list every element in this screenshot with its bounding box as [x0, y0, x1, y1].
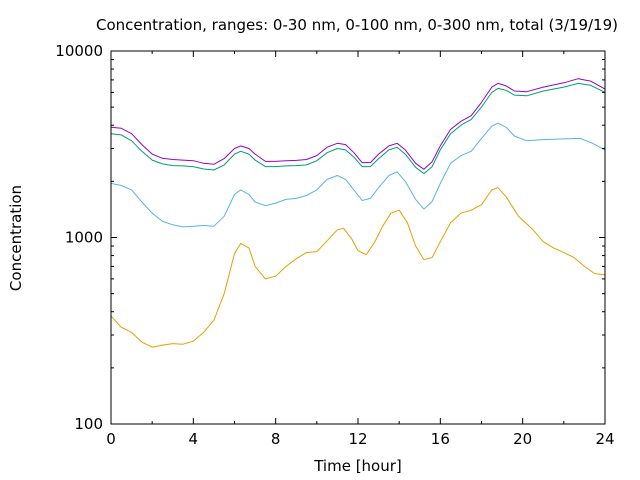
y-tick-label: 10000	[55, 42, 103, 60]
x-tick-label: 24	[595, 430, 614, 448]
series-layer	[110, 78, 606, 348]
plot-frame	[110, 50, 606, 425]
series-line-2	[110, 122, 606, 228]
x-tick-label: 20	[513, 430, 532, 448]
y-tick-label: 100	[74, 415, 103, 433]
x-tick-label: 4	[189, 430, 199, 448]
series-line-1	[110, 187, 606, 348]
x-tick-label: 12	[348, 430, 367, 448]
series-line-3	[110, 82, 606, 175]
x-tick-label: 16	[431, 430, 450, 448]
y-axis-title: Concentration	[7, 185, 25, 291]
x-tick-label: 0	[106, 430, 116, 448]
x-tick-label: 8	[271, 430, 281, 448]
chart-title: Concentration, ranges: 0-30 nm, 0-100 nm…	[96, 16, 618, 34]
tick-layer: 0 4 8 12 16 20 24 100 1000 10000	[55, 42, 614, 448]
series-line-4	[110, 78, 606, 170]
y-tick-label: 1000	[65, 229, 103, 247]
x-axis-title: Time [hour]	[313, 457, 402, 475]
